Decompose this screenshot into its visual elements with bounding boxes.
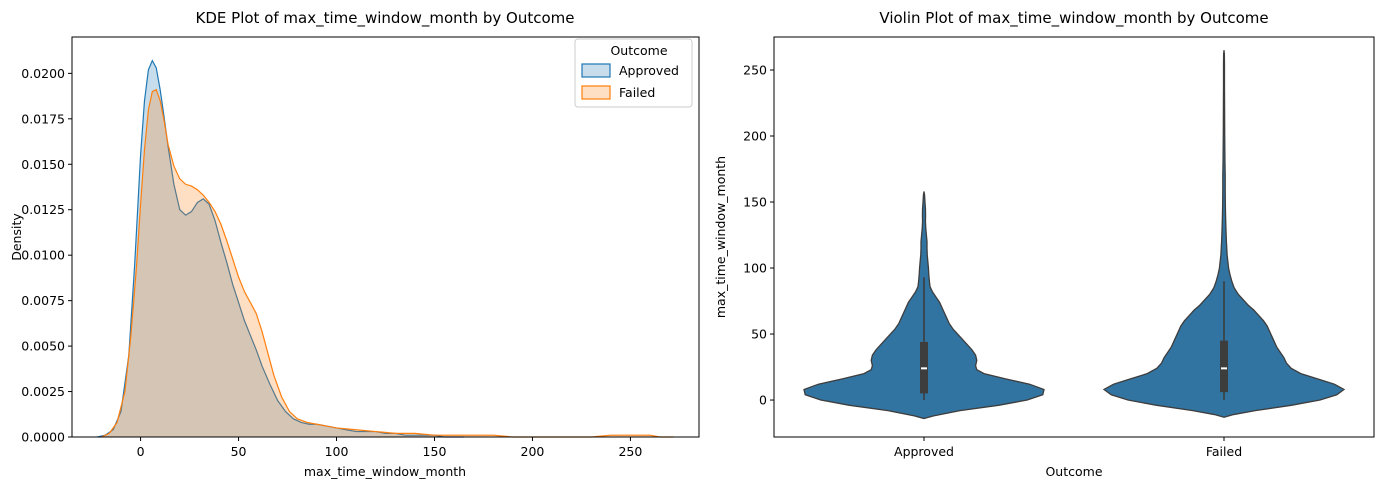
violin-y-tick-label: 150	[743, 195, 767, 210]
kde-y-tick-label: 0.0075	[21, 293, 65, 308]
violin-plot-frame	[773, 36, 1375, 438]
violin-title: Violin Plot of max_time_window_month by …	[879, 9, 1268, 28]
violin-y-tick-label: 0	[759, 393, 767, 408]
violin-y-ticks: 0 50 100 150 200 250	[743, 63, 774, 408]
violin-shapes	[803, 50, 1346, 420]
violin-x-ticks: Approved Failed	[894, 437, 1242, 459]
kde-x-axis-label: max_time_window_month	[304, 464, 466, 479]
kde-area-approved	[97, 60, 464, 437]
kde-y-ticks: 0.0000 0.0025 0.0050 0.0075 0.0100 0.0125 0.01…	[21, 66, 72, 445]
kde-y-tick-label: 0.0100	[21, 248, 65, 263]
kde-x-tick-label: 100	[325, 444, 349, 459]
legend-frame	[574, 38, 693, 108]
kde-y-tick-label: 0.0125	[21, 202, 65, 217]
kde-x-tick-label: 0	[137, 444, 145, 459]
kde-plot-frame	[71, 36, 700, 438]
legend-label-approved: Approved	[619, 63, 679, 78]
kde-legend: Outcome Approved Failed	[574, 38, 693, 108]
violin-y-axis-label: max_time_window_month	[713, 156, 728, 318]
violin-y-tick-label: 50	[751, 327, 767, 342]
violin-iqr-box-failed	[1220, 340, 1228, 393]
violin-x-axis-label: Outcome	[1045, 464, 1102, 479]
kde-x-ticks: 0 50 100 150 200 250	[137, 437, 642, 459]
kde-y-tick-label: 0.0175	[21, 111, 65, 126]
kde-y-tick-label: 0.0050	[21, 339, 65, 354]
legend-label-failed: Failed	[619, 85, 655, 100]
kde-area-failed	[101, 89, 674, 437]
kde-y-tick-label: 0.0150	[21, 157, 65, 172]
violin-body-failed	[1102, 50, 1346, 418]
legend-swatch-approved	[581, 63, 611, 78]
violin-y-tick-label: 100	[743, 261, 767, 276]
violin-x-tick-label: Approved	[894, 444, 954, 459]
kde-y-tick-label: 0.0025	[21, 384, 65, 399]
kde-y-axis-label: Density	[9, 213, 24, 261]
legend-swatch-failed	[581, 85, 611, 100]
violin-x-tick-label: Failed	[1206, 444, 1242, 459]
kde-x-tick-label: 50	[231, 444, 247, 459]
kde-y-tick-label: 0.0200	[21, 66, 65, 81]
kde-y-tick-label: 0.0000	[21, 430, 65, 445]
kde-chart: KDE Plot of max_time_window_month by Out…	[9, 9, 700, 479]
violin-chart: Violin Plot of max_time_window_month by …	[713, 9, 1375, 479]
violin-y-tick-label: 200	[743, 129, 767, 144]
kde-x-tick-label: 250	[618, 444, 642, 459]
violin-y-tick-label: 250	[743, 63, 767, 78]
kde-x-tick-label: 200	[521, 444, 545, 459]
kde-title: KDE Plot of max_time_window_month by Out…	[196, 9, 575, 28]
legend-title: Outcome	[610, 43, 667, 58]
kde-x-tick-label: 150	[423, 444, 447, 459]
